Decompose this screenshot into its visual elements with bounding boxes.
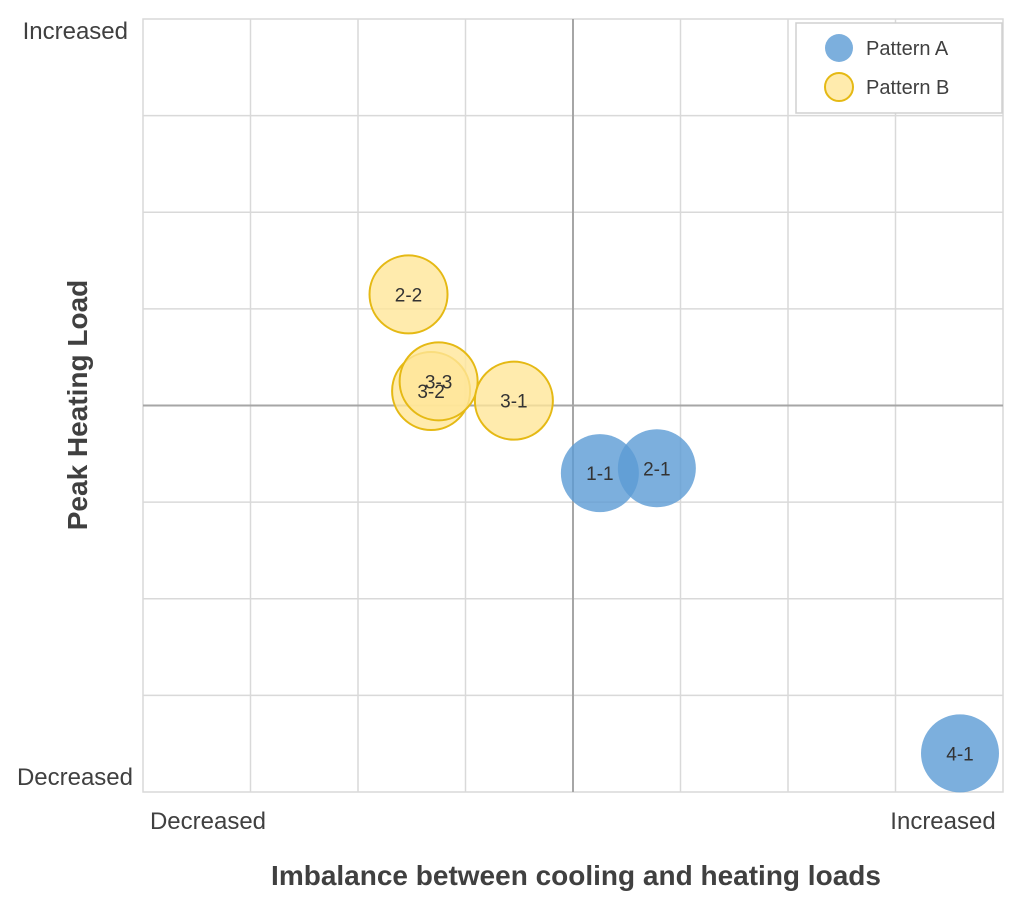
- bubble-label-3-1: 3-1: [500, 392, 527, 413]
- bubble-label-2-1: 2-1: [643, 459, 670, 480]
- bubble-label-3-3: 3-3: [425, 372, 452, 393]
- legend: Pattern A Pattern B: [795, 22, 1003, 114]
- bubble-2-1: [617, 429, 696, 508]
- bubble-4-1: [921, 714, 999, 793]
- legend-label-pattern-a: Pattern A: [866, 38, 949, 60]
- axis-labels: Decreased Increased Increased Decreased …: [17, 18, 996, 891]
- legend-marker-pattern-a: [825, 34, 853, 62]
- bubble-label-3-2: 3-2: [417, 382, 444, 403]
- bubble-3-3: [398, 341, 479, 422]
- legend-box: [795, 22, 1003, 114]
- bubbles: 1-1 2-1 4-1 2-2 3-23-3 3-1: [368, 254, 999, 793]
- grid: [142, 18, 1004, 793]
- legend-label-pattern-b: Pattern B: [866, 77, 949, 99]
- bubble-3-1: [473, 360, 554, 441]
- y-tick-label-max: Increased: [23, 18, 128, 45]
- bubble-2-2: [368, 254, 449, 335]
- x-axis-title: Imbalance between cooling and heating lo…: [271, 860, 881, 891]
- x-tick-label-min: Decreased: [150, 808, 266, 835]
- y-tick-label-min: Decreased: [17, 764, 133, 791]
- x-tick-label-max: Increased: [890, 808, 995, 835]
- legend-marker-pattern-b: [824, 72, 854, 102]
- bubble-label-4-1: 4-1: [946, 744, 973, 765]
- y-axis-title: Peak Heating Load: [62, 280, 93, 531]
- bubble-label-1-1: 1-1: [586, 464, 613, 485]
- bubble-1-1: [560, 434, 639, 513]
- bubble-label-2-2: 2-2: [395, 285, 422, 306]
